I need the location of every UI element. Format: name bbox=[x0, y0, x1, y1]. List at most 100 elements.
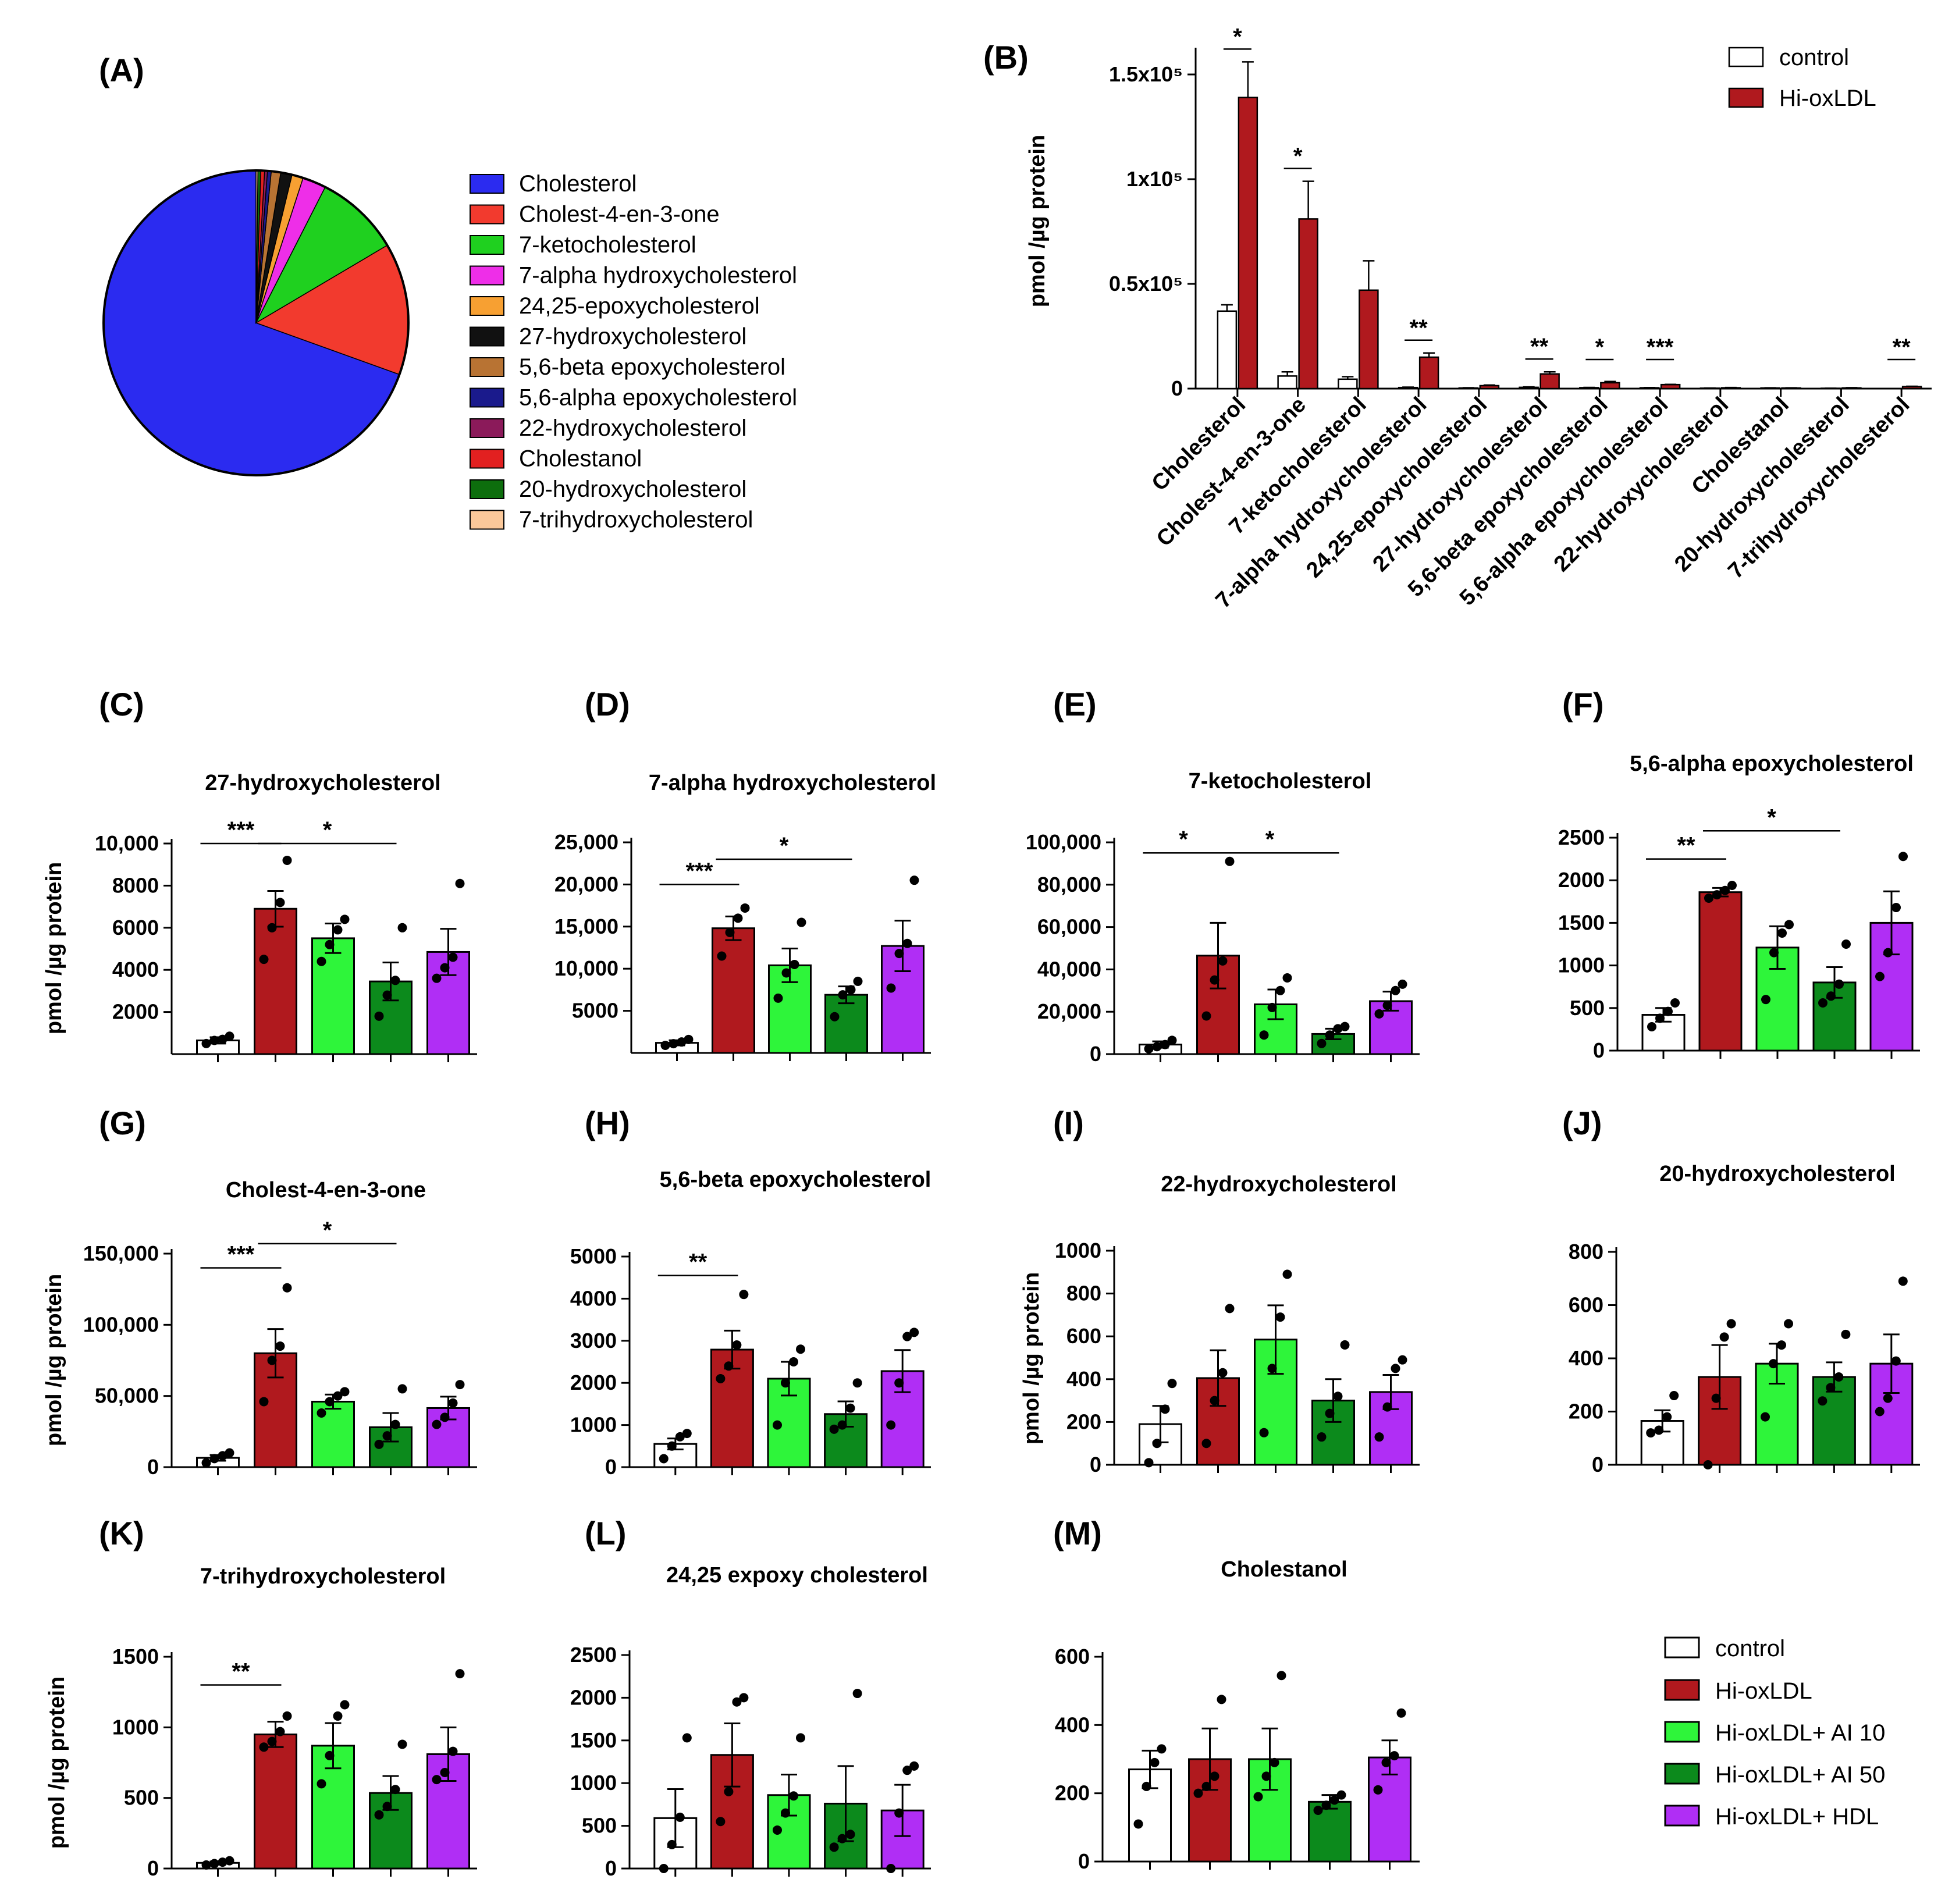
bar bbox=[1277, 375, 1297, 390]
data-point bbox=[1142, 1781, 1151, 1791]
data-point bbox=[218, 1034, 227, 1044]
significance-stars: *** bbox=[1647, 334, 1674, 360]
data-point bbox=[259, 1742, 269, 1752]
y-tick-label: 0 bbox=[605, 1455, 617, 1479]
data-point bbox=[1317, 1038, 1327, 1048]
y-tick-label: 500 bbox=[582, 1814, 617, 1838]
data-point bbox=[374, 1439, 384, 1449]
data-point bbox=[440, 1767, 450, 1777]
data-point bbox=[1144, 1458, 1154, 1468]
significance-stars: ** bbox=[1410, 315, 1428, 341]
data-point bbox=[886, 1864, 896, 1873]
data-point bbox=[894, 1378, 904, 1388]
y-tick-label: 0 bbox=[1090, 1453, 1101, 1476]
data-point bbox=[397, 1739, 407, 1749]
significance-stars: ** bbox=[1893, 334, 1911, 360]
data-point bbox=[1267, 1002, 1277, 1012]
legend-swatch bbox=[470, 174, 504, 194]
data-point bbox=[790, 959, 799, 969]
significance-stars: * bbox=[1293, 144, 1303, 169]
data-point bbox=[333, 925, 343, 935]
data-point bbox=[1201, 1011, 1211, 1021]
data-point bbox=[1769, 948, 1779, 958]
data-point bbox=[333, 1391, 343, 1401]
y-tick-label: 400 bbox=[1066, 1367, 1101, 1391]
data-point bbox=[894, 949, 904, 959]
data-point bbox=[1267, 1364, 1277, 1373]
y-tick-label: 0 bbox=[1078, 1849, 1090, 1873]
panel-title-i: 22-hydroxycholesterol bbox=[1161, 1172, 1396, 1197]
data-point bbox=[716, 1373, 726, 1383]
bar bbox=[254, 1733, 297, 1870]
y-tick-label: 800 bbox=[1569, 1240, 1603, 1264]
data-point bbox=[1391, 1364, 1400, 1373]
legend-label: control bbox=[1715, 1636, 1785, 1661]
y-tick-label: 20,000 bbox=[554, 872, 618, 896]
y-tick-label: 0 bbox=[1090, 1042, 1101, 1066]
significance-stars: *** bbox=[686, 858, 713, 884]
data-point bbox=[333, 1711, 343, 1721]
data-point bbox=[282, 1283, 292, 1293]
legend-label: Cholest-4-en-3-one bbox=[519, 202, 720, 227]
data-point bbox=[1761, 995, 1770, 1005]
data-point bbox=[1703, 1460, 1713, 1469]
data-point bbox=[837, 1420, 847, 1430]
panel-label-e: (E) bbox=[1053, 686, 1097, 723]
data-point bbox=[432, 1419, 442, 1429]
significance-stars: * bbox=[1265, 827, 1275, 852]
data-point bbox=[845, 1403, 855, 1413]
y-tick-label: 0.5x10⁵ bbox=[1109, 272, 1183, 296]
data-point bbox=[1777, 928, 1787, 938]
data-point bbox=[1891, 903, 1901, 913]
y-tick-label: 1000 bbox=[570, 1771, 617, 1795]
y-tick-label: 200 bbox=[1569, 1400, 1603, 1423]
significance-stars: * bbox=[1767, 805, 1776, 830]
data-point bbox=[660, 1040, 670, 1050]
y-tick-label: 600 bbox=[1569, 1293, 1603, 1317]
data-point bbox=[209, 1035, 219, 1045]
data-point bbox=[1210, 1396, 1219, 1405]
data-point bbox=[1841, 1329, 1851, 1339]
legend-swatch bbox=[470, 357, 504, 377]
panel-label-a: (A) bbox=[99, 52, 144, 88]
data-point bbox=[1875, 971, 1885, 981]
y-axis-label: pmol /µg protein bbox=[42, 862, 66, 1034]
data-point bbox=[1883, 1393, 1893, 1403]
data-point bbox=[340, 1387, 350, 1397]
data-point bbox=[440, 963, 450, 973]
data-point bbox=[724, 1361, 734, 1371]
data-point bbox=[1333, 1391, 1343, 1401]
panel-label-l: (L) bbox=[585, 1515, 627, 1551]
data-point bbox=[1883, 948, 1893, 958]
data-point bbox=[1217, 1695, 1226, 1704]
data-point bbox=[374, 1810, 384, 1820]
y-tick-label: 2000 bbox=[112, 1000, 159, 1024]
data-point bbox=[1398, 979, 1407, 989]
panel-title-h: 5,6-beta epoxycholesterol bbox=[660, 1168, 931, 1192]
data-point bbox=[1144, 1044, 1154, 1054]
y-tick-label: 150,000 bbox=[83, 1241, 159, 1265]
data-point bbox=[1720, 885, 1730, 895]
data-point bbox=[225, 1448, 234, 1458]
data-point bbox=[902, 938, 912, 948]
legend-label: 24,25-epoxycholesterol bbox=[519, 293, 760, 319]
y-tick-label: 200 bbox=[1066, 1410, 1101, 1433]
legend-label: control bbox=[1779, 45, 1849, 70]
y-tick-label: 0 bbox=[1171, 376, 1183, 400]
data-point bbox=[1277, 1671, 1286, 1681]
legend-swatch bbox=[1664, 1679, 1700, 1701]
y-tick-label: 1500 bbox=[112, 1645, 159, 1668]
y-axis-label: pmol /µg protein bbox=[1025, 135, 1050, 307]
legend-swatch bbox=[470, 449, 504, 469]
y-tick-label: 500 bbox=[1570, 996, 1605, 1020]
y-axis-label: pmol /µg protein bbox=[45, 1677, 69, 1849]
data-point bbox=[382, 1431, 392, 1441]
y-tick-label: 15,000 bbox=[554, 914, 618, 938]
data-point bbox=[1333, 1024, 1343, 1034]
y-tick-label: 60,000 bbox=[1037, 915, 1101, 939]
data-point bbox=[740, 903, 750, 913]
data-point bbox=[390, 976, 400, 985]
bar bbox=[311, 937, 355, 1055]
data-point bbox=[1210, 1771, 1219, 1781]
data-point bbox=[829, 1424, 839, 1434]
